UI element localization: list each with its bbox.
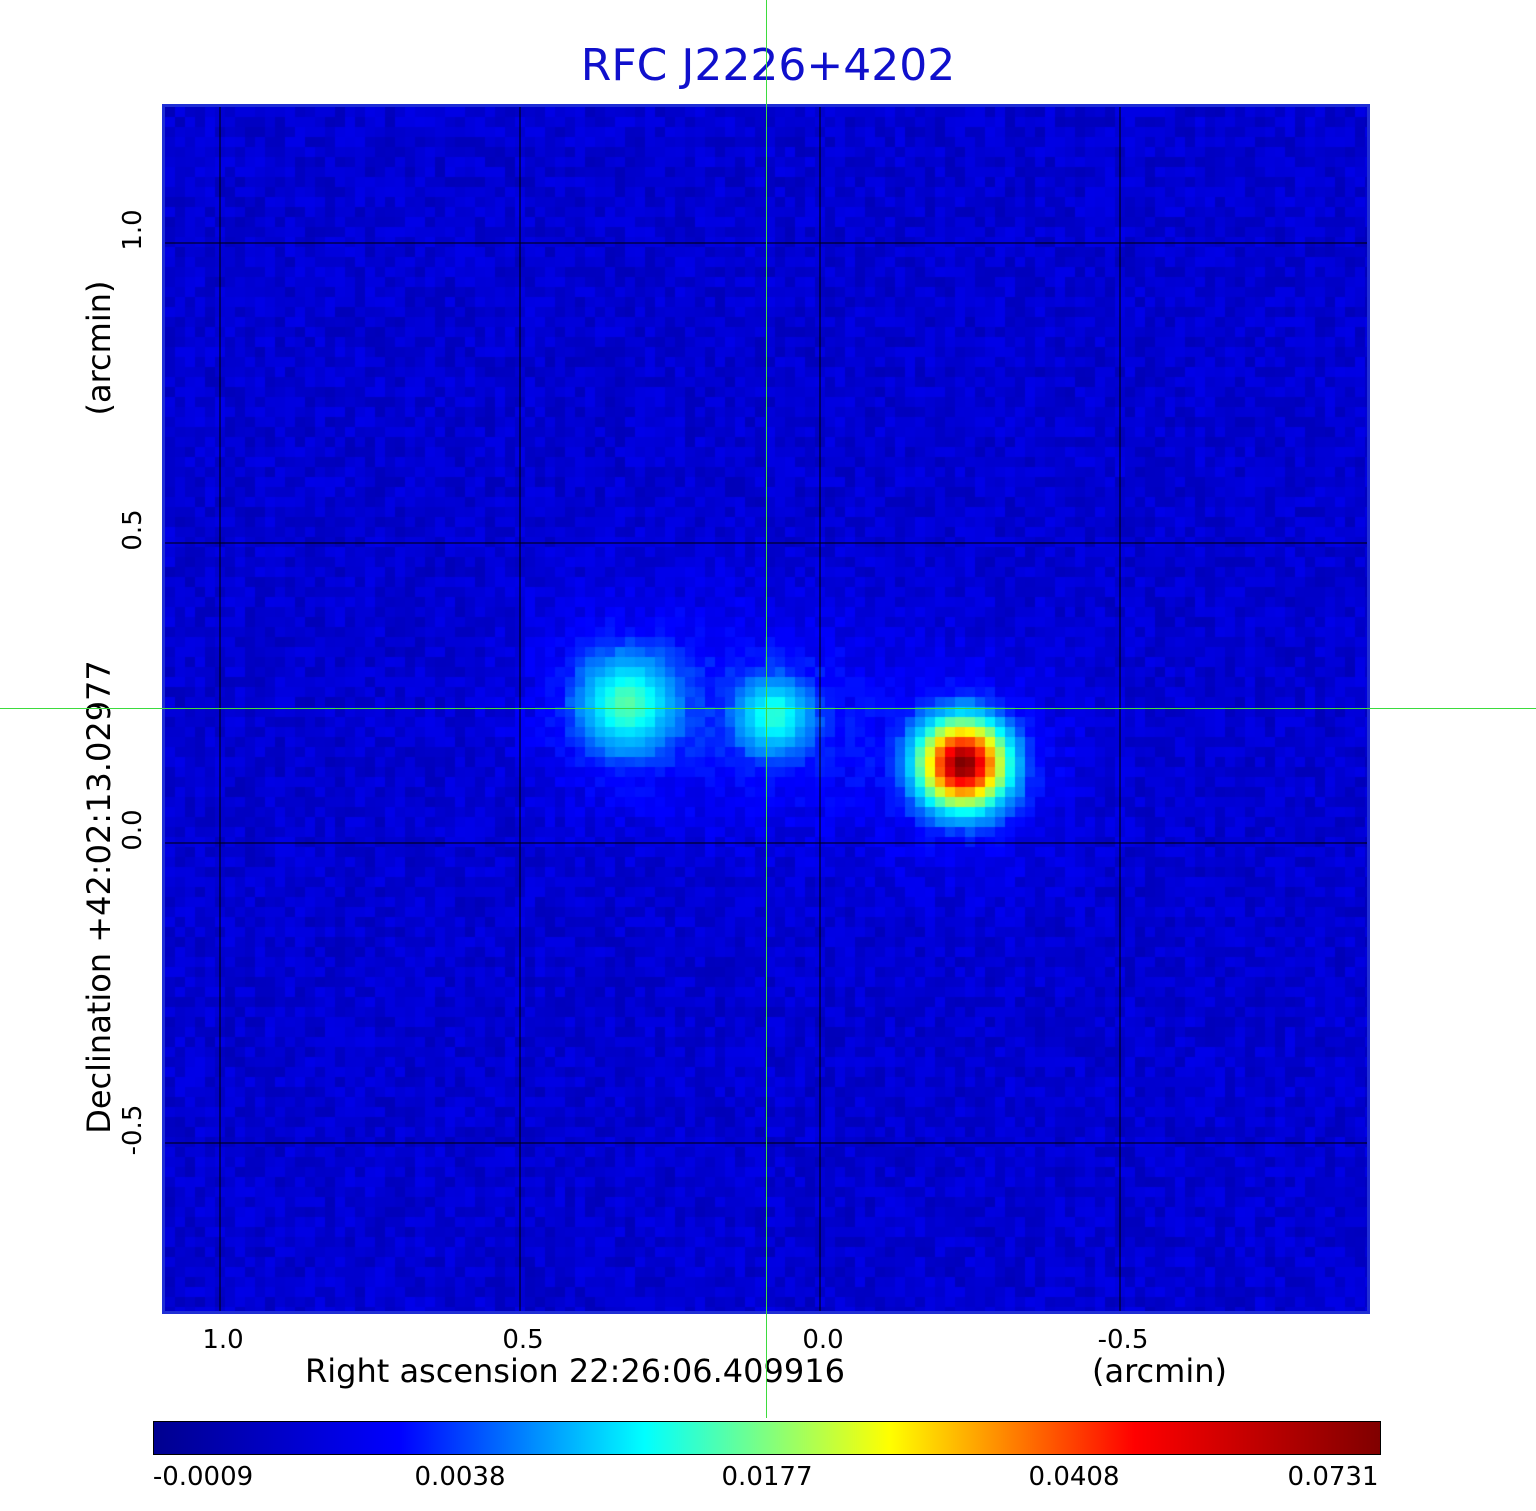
colorbar-tick-label: 0.0177 xyxy=(721,1462,813,1492)
x-axis-label: Right ascension 22:26:06.409916 xyxy=(305,1352,845,1390)
colorbar xyxy=(153,1421,1381,1455)
colorbar-tick-label: 0.0408 xyxy=(1028,1462,1120,1492)
crosshair-horizontal xyxy=(0,708,1536,709)
colorbar-tick-label: -0.0009 xyxy=(152,1462,254,1492)
crosshair-vertical xyxy=(766,0,767,1418)
x-tick-label: 0.5 xyxy=(502,1325,544,1355)
chart-title: RFC J2226+4202 xyxy=(580,40,956,91)
colorbar-tick-label: 0.0731 xyxy=(1287,1462,1379,1492)
x-tick-label: 0.0 xyxy=(802,1325,844,1355)
y-tick-label: 0.0 xyxy=(118,809,148,851)
y-tick-label: 1.0 xyxy=(118,209,148,251)
colorbar-tick-label: 0.0038 xyxy=(414,1462,506,1492)
y-axis-unit: (arcmin) xyxy=(80,280,118,416)
x-axis-unit: (arcmin) xyxy=(1092,1352,1227,1390)
y-tick-label: -0.5 xyxy=(118,1104,148,1156)
y-axis-label: Declination +42:02:13.02977 xyxy=(80,660,118,1134)
x-tick-label: -0.5 xyxy=(1097,1325,1149,1355)
y-tick-label: 0.5 xyxy=(118,509,148,551)
x-tick-label: 1.0 xyxy=(202,1325,244,1355)
